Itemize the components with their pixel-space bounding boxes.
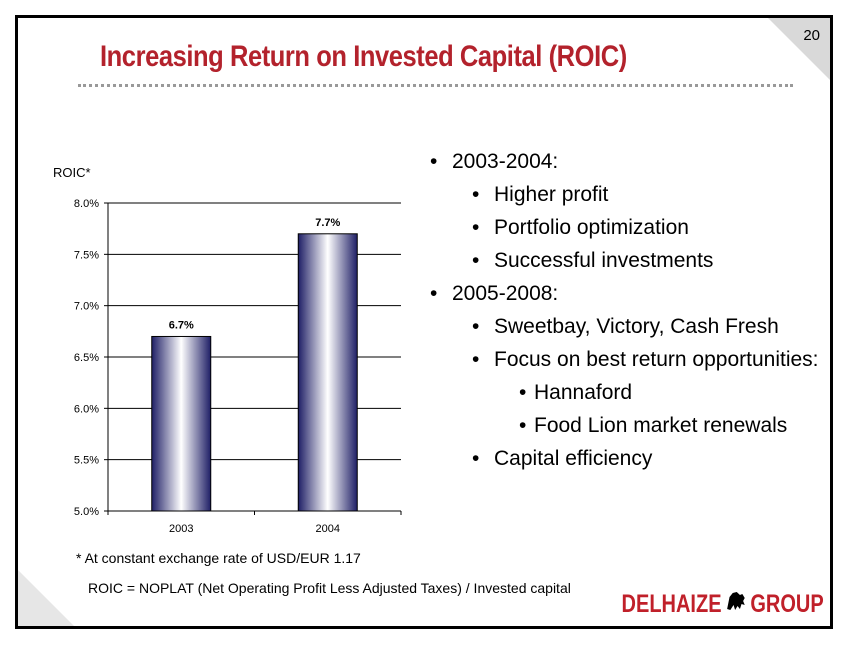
- footnote-roic-definition: ROIC = NOPLAT (Net Operating Profit Less…: [88, 580, 571, 596]
- lion-icon: [725, 589, 747, 620]
- bullet-item-level-2: • Successful investments: [428, 247, 828, 274]
- bullet-text: 2005-2008:: [452, 282, 559, 305]
- bullet-text: Capital efficiency: [494, 447, 653, 470]
- bullet-item-level-1: • 2005-2008:: [428, 280, 828, 307]
- bullet-text: Successful investments: [494, 249, 714, 272]
- title-divider: [78, 84, 793, 87]
- bullet-item-level-3: • Food Lion market renewals: [428, 412, 828, 439]
- delhaize-group-logo: DELHAIZE GROUP: [622, 589, 824, 620]
- bullet-item-level-3: • Hannaford: [428, 379, 828, 406]
- y-tick-label: 7.5%: [74, 249, 99, 261]
- bullet-text: Portfolio optimization: [494, 216, 689, 239]
- corner-decoration-top-right: [765, 18, 830, 83]
- y-tick-label: 5.0%: [74, 506, 99, 518]
- axes: 5.0% 5.5% 6.0% 6.5% 7.0% 7.5% 8.0% 2003 2004: [74, 198, 402, 533]
- bullet-text: Focus on best return opportunities:: [494, 348, 819, 371]
- y-tick-label: 5.5%: [74, 455, 99, 467]
- bullet-item-level-2: • Focus on best return opportunities:: [428, 346, 828, 373]
- bullet-dot-icon: •: [472, 348, 480, 371]
- bullet-text: Food Lion market renewals: [534, 414, 788, 437]
- bullet-text: 2003-2004:: [452, 150, 559, 173]
- slide-frame: 20 Increasing Return on Invested Capital…: [15, 15, 833, 629]
- footnote-exchange-rate: * At constant exchange rate of USD/EUR 1…: [76, 550, 361, 566]
- bullet-dot-icon: •: [472, 315, 480, 338]
- bullet-dot-icon: •: [519, 414, 527, 437]
- bar-value-label: 6.7%: [169, 319, 194, 331]
- bullet-dot-icon: •: [472, 183, 480, 206]
- bullet-dot-icon: •: [472, 447, 480, 470]
- bar-value-label: 7.7%: [315, 217, 340, 229]
- logo-text-right: GROUP: [750, 590, 824, 618]
- x-tick-label: 2003: [169, 523, 193, 533]
- bar-2004: [297, 233, 358, 512]
- y-tick-label: 7.0%: [74, 301, 99, 313]
- bullet-text: Higher profit: [494, 183, 609, 206]
- y-tick-label: 6.0%: [74, 403, 99, 415]
- corner-decoration-bottom-left: [18, 567, 77, 626]
- bullet-item-level-1: • 2003-2004:: [428, 148, 828, 175]
- bullet-dot-icon: •: [430, 150, 438, 173]
- bullet-item-level-2: • Portfolio optimization: [428, 214, 828, 241]
- bars: 6.7% 7.7%: [151, 217, 358, 512]
- bullet-dot-icon: •: [519, 381, 527, 404]
- bullet-dot-icon: •: [472, 216, 480, 239]
- bullet-text: Hannaford: [534, 381, 633, 404]
- bullet-list: • 2003-2004: • Higher profit • Portfolio opti…: [428, 148, 828, 478]
- bullet-dot-icon: •: [472, 249, 480, 272]
- lion-icon-shape: [727, 592, 746, 610]
- logo-text-left: DELHAIZE: [621, 590, 722, 618]
- bar-2003: [151, 335, 212, 512]
- y-tick-label: 6.5%: [74, 352, 99, 364]
- roic-bar-chart: ROIC* 6.7% 7.7% 5.0% 5.5% 6.0% 6.5% 7.0% 7.5% 8…: [53, 165, 402, 533]
- x-tick-label: 2004: [316, 523, 340, 533]
- page-number: 20: [803, 27, 820, 44]
- bullet-item-level-2: • Capital efficiency: [428, 445, 828, 472]
- bullet-item-level-2: • Higher profit: [428, 181, 828, 208]
- slide-title: Increasing Return on Invested Capital (R…: [100, 40, 627, 73]
- bullet-item-level-2: • Sweetbay, Victory, Cash Fresh: [428, 313, 828, 340]
- bullet-dot-icon: •: [430, 282, 438, 305]
- bullet-text: Sweetbay, Victory, Cash Fresh: [494, 315, 779, 338]
- y-tick-label: 8.0%: [74, 198, 99, 210]
- y-axis-label: ROIC*: [53, 165, 91, 180]
